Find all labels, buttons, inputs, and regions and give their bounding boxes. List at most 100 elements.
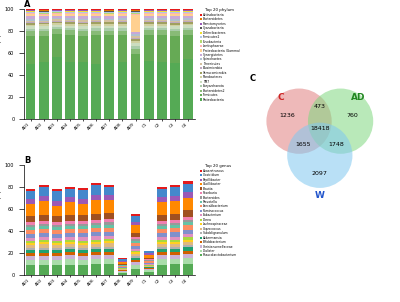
- Bar: [183, 225, 193, 230]
- Bar: [65, 9, 75, 10]
- Bar: [39, 248, 49, 249]
- Bar: [170, 214, 180, 220]
- Bar: [170, 19, 180, 21]
- Bar: [131, 11, 140, 12]
- Bar: [104, 236, 114, 239]
- Bar: [104, 241, 114, 243]
- Bar: [118, 9, 127, 10]
- Bar: [131, 262, 140, 265]
- Bar: [52, 25, 62, 27]
- Bar: [52, 227, 62, 230]
- Bar: [91, 64, 101, 119]
- Bar: [170, 12, 180, 13]
- Bar: [131, 256, 140, 258]
- Bar: [39, 252, 49, 255]
- Bar: [170, 244, 180, 247]
- Bar: [170, 196, 180, 201]
- Bar: [52, 9, 62, 10]
- Bar: [91, 13, 101, 14]
- Text: B: B: [24, 156, 30, 165]
- Bar: [26, 204, 36, 216]
- Bar: [144, 24, 154, 25]
- Bar: [118, 24, 127, 26]
- Bar: [104, 60, 114, 119]
- Bar: [26, 12, 36, 13]
- Bar: [183, 59, 193, 119]
- Bar: [39, 224, 49, 226]
- Bar: [52, 225, 62, 227]
- Bar: [157, 187, 167, 189]
- Bar: [183, 12, 193, 13]
- Bar: [157, 265, 167, 275]
- Bar: [118, 14, 127, 16]
- Bar: [104, 249, 114, 252]
- Bar: [78, 20, 88, 21]
- Bar: [131, 249, 140, 251]
- Bar: [26, 26, 36, 29]
- Bar: [104, 28, 114, 31]
- Bar: [183, 245, 193, 247]
- Bar: [26, 24, 36, 26]
- Bar: [91, 249, 101, 252]
- Bar: [65, 12, 75, 13]
- Bar: [144, 22, 154, 24]
- Bar: [131, 13, 140, 14]
- Bar: [157, 35, 167, 62]
- Bar: [131, 269, 140, 275]
- Bar: [170, 26, 180, 29]
- Bar: [39, 62, 49, 119]
- Bar: [104, 21, 114, 22]
- Bar: [183, 22, 193, 24]
- Bar: [52, 248, 62, 250]
- Bar: [78, 224, 88, 226]
- Bar: [52, 201, 62, 206]
- Bar: [52, 265, 62, 275]
- Bar: [91, 220, 101, 223]
- Bar: [157, 21, 167, 22]
- Bar: [144, 272, 154, 275]
- Text: 760: 760: [346, 113, 358, 118]
- Bar: [39, 255, 49, 260]
- Bar: [65, 259, 75, 265]
- Bar: [144, 258, 154, 259]
- Bar: [144, 260, 154, 261]
- Bar: [170, 185, 180, 187]
- Bar: [91, 223, 101, 225]
- Bar: [26, 19, 36, 21]
- Bar: [65, 214, 75, 221]
- Bar: [104, 243, 114, 246]
- Bar: [118, 26, 127, 28]
- Bar: [183, 28, 193, 30]
- Bar: [144, 14, 154, 16]
- Bar: [104, 13, 114, 14]
- Bar: [65, 255, 75, 259]
- Bar: [104, 239, 114, 241]
- Bar: [39, 265, 49, 275]
- Legend: Actinobacteria, Bacteroidetes, Planctomycetes, Cyanobacteria, Deferribacteres, F: Actinobacteria, Bacteroidetes, Planctomy…: [200, 8, 240, 101]
- Bar: [157, 13, 167, 14]
- Bar: [131, 252, 140, 254]
- Bar: [170, 16, 180, 19]
- Bar: [170, 11, 180, 12]
- Bar: [144, 267, 154, 268]
- Bar: [39, 12, 49, 13]
- Bar: [131, 10, 140, 11]
- Bar: [157, 214, 167, 221]
- Bar: [78, 256, 88, 260]
- Text: 1236: 1236: [279, 113, 295, 118]
- Bar: [65, 187, 75, 189]
- Bar: [104, 264, 114, 275]
- Bar: [183, 21, 193, 22]
- Bar: [104, 228, 114, 232]
- Bar: [104, 187, 114, 195]
- Bar: [131, 54, 140, 80]
- Bar: [131, 258, 140, 260]
- Bar: [39, 260, 49, 265]
- Bar: [118, 271, 127, 272]
- Circle shape: [266, 88, 332, 154]
- Bar: [144, 28, 154, 30]
- Bar: [52, 19, 62, 21]
- Bar: [131, 39, 140, 41]
- Bar: [131, 243, 140, 246]
- Bar: [170, 63, 180, 119]
